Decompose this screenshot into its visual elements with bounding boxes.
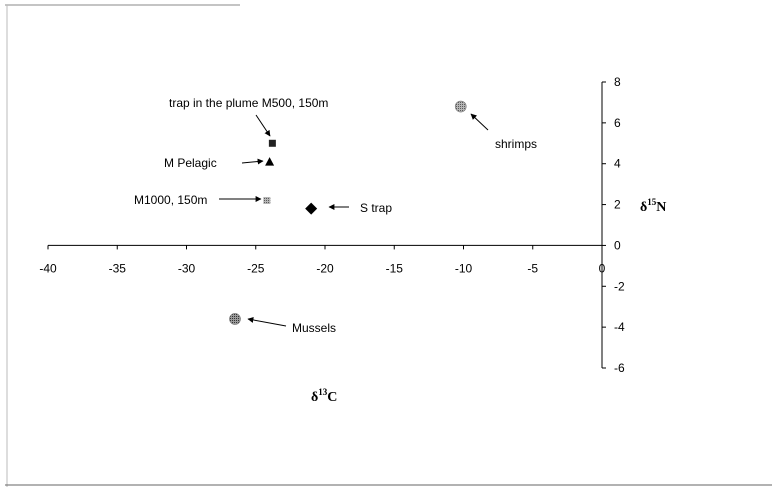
x-tick-label: -35 bbox=[109, 261, 127, 275]
point-annotation-label: M1000, 150m bbox=[134, 193, 207, 207]
point-annotation-label: Mussels bbox=[292, 321, 336, 335]
point-triangle bbox=[265, 157, 275, 166]
x-tick-label: -40 bbox=[39, 261, 57, 275]
point-annotation-label: trap in the plume M500, 150m bbox=[169, 96, 328, 110]
annotation-arrow bbox=[247, 317, 287, 327]
x-tick-label: -10 bbox=[455, 261, 473, 275]
x-tick-label: -30 bbox=[178, 261, 196, 275]
point-square bbox=[268, 139, 276, 147]
annotation-arrow bbox=[241, 158, 264, 165]
y-tick-label: 8 bbox=[614, 75, 621, 89]
y-axis-label: δ15N bbox=[640, 197, 666, 215]
point-square-hatched bbox=[263, 196, 271, 204]
x-tick-label: -25 bbox=[247, 261, 265, 275]
point-diamond bbox=[305, 202, 318, 215]
point-circle-hatched bbox=[454, 100, 467, 113]
annotation-arrow bbox=[470, 113, 489, 131]
y-tick-label: -2 bbox=[614, 279, 625, 293]
point-circle-hatched bbox=[229, 313, 241, 325]
y-tick-label: 4 bbox=[614, 157, 621, 171]
x-tick-label: -5 bbox=[527, 261, 538, 275]
y-tick-label: 2 bbox=[614, 198, 621, 212]
x-tick-label: 0 bbox=[599, 261, 606, 275]
y-tick-label: 0 bbox=[614, 238, 621, 252]
y-tick-label: -6 bbox=[614, 361, 625, 375]
annotations: trap in the plume M500, 150m M Pelagic M10… bbox=[134, 96, 537, 335]
x-tick-label: -20 bbox=[316, 261, 334, 275]
x-tick-label: -15 bbox=[386, 261, 404, 275]
point-annotation-label: shrimps bbox=[495, 137, 537, 151]
x-axis-label: δ13C bbox=[311, 387, 337, 405]
y-tick-label: -4 bbox=[614, 320, 625, 334]
point-annotation-label: S trap bbox=[360, 201, 392, 215]
point-annotation-label: M Pelagic bbox=[164, 156, 217, 170]
data-points bbox=[229, 100, 467, 325]
y-tick-label: 6 bbox=[614, 116, 621, 130]
annotation-arrow bbox=[255, 114, 271, 137]
